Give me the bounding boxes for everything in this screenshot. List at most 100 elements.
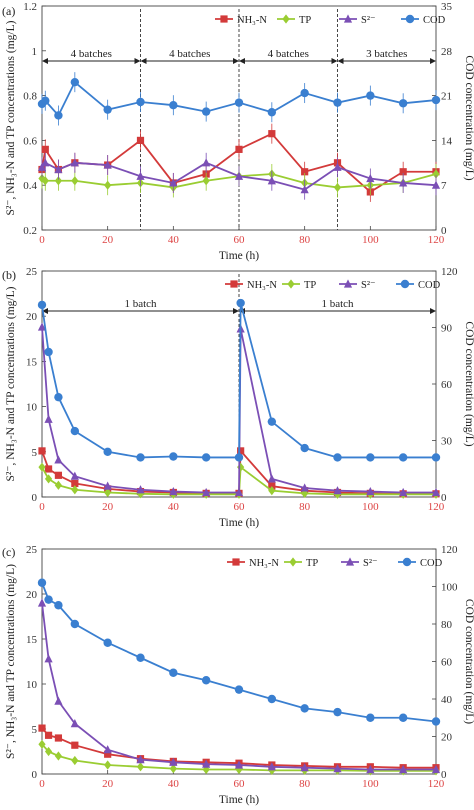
data-point — [432, 169, 440, 179]
y-tick-label: 0.4 — [23, 180, 37, 192]
series-line — [41, 582, 437, 723]
data-point — [104, 750, 112, 758]
data-point — [301, 488, 309, 498]
data-point — [44, 595, 53, 604]
data-point — [267, 694, 277, 704]
y2-tick-label: 90 — [441, 323, 453, 335]
data-point — [70, 719, 79, 728]
data-point — [333, 764, 342, 773]
data-point — [37, 322, 47, 331]
y-tick-label: 1 — [32, 46, 38, 58]
data-point — [431, 717, 441, 726]
data-point — [70, 426, 80, 436]
data-point — [38, 447, 46, 455]
data-point — [333, 162, 342, 171]
data-point — [136, 485, 145, 494]
data-point — [333, 98, 342, 107]
y2-tick-label: 60 — [441, 379, 453, 391]
y2-tick-label: 7 — [441, 180, 447, 192]
x-tick-label: 100 — [362, 778, 379, 790]
batch-label: 1 batch — [321, 298, 354, 310]
x-tick-label: 120 — [428, 501, 445, 513]
data-point — [54, 601, 63, 610]
x-tick-label: 40 — [168, 501, 180, 513]
data-point — [399, 168, 407, 176]
data-point — [201, 676, 211, 685]
data-point — [300, 185, 309, 194]
y2-tick-label: 120 — [441, 266, 458, 278]
data-point — [169, 486, 178, 496]
legend-label: NH₃-N — [247, 280, 277, 291]
data-point — [103, 638, 112, 647]
data-point — [267, 762, 276, 771]
x-axis-title: Time (h) — [219, 250, 259, 262]
legend-label: TP — [306, 558, 318, 569]
batch-arrowhead — [233, 58, 239, 64]
data-point — [169, 452, 178, 461]
legend-label: COD — [418, 280, 441, 291]
series-line — [41, 465, 436, 496]
legend-label: NH₃-N — [237, 15, 267, 26]
y2-tick-label: 60 — [441, 657, 453, 669]
y2-tick-label: 0 — [441, 225, 447, 237]
legend-marker — [282, 14, 290, 24]
data-point — [103, 481, 112, 490]
data-point — [201, 453, 211, 462]
data-point — [71, 741, 79, 749]
data-point — [136, 755, 145, 764]
data-point — [44, 731, 53, 739]
data-point — [103, 745, 112, 754]
data-point — [234, 98, 244, 107]
batch-label: 4 batches — [169, 48, 210, 60]
batch-arrowhead — [239, 58, 245, 64]
batch-arrowhead — [42, 58, 48, 64]
batch-label: 4 batches — [71, 48, 112, 60]
data-point — [136, 97, 145, 107]
y-tick-label: 25 — [26, 266, 38, 278]
data-point — [236, 298, 245, 308]
data-point — [300, 483, 309, 492]
plot-frame — [41, 548, 437, 775]
data-point — [202, 158, 211, 167]
data-point — [54, 751, 63, 761]
y-tick-label: 15 — [26, 634, 38, 646]
data-point — [44, 746, 53, 757]
x-tick-label: 60 — [234, 778, 246, 790]
data-point — [54, 480, 63, 490]
x-tick-label: 120 — [428, 778, 445, 790]
data-point — [202, 176, 210, 186]
data-point — [136, 171, 145, 180]
data-point — [237, 447, 245, 455]
data-point — [234, 453, 244, 462]
data-point — [44, 347, 53, 357]
batch-arrowhead — [337, 58, 344, 64]
data-point — [398, 453, 408, 462]
data-point — [234, 487, 244, 497]
data-point — [333, 486, 342, 495]
data-point — [234, 171, 244, 180]
x-tick-label: 80 — [299, 778, 311, 790]
y-axis-title: S²⁻, NH₃-N and TP concentrations (mg/L) — [5, 286, 17, 481]
data-point — [37, 598, 47, 607]
data-point — [267, 474, 276, 483]
data-point — [169, 668, 178, 677]
data-point — [169, 757, 178, 766]
x-axis-title: Time (h) — [219, 794, 259, 806]
panel-b: (b)0 20 40 60 80 100 12005101520250306090120Ti… — [2, 266, 474, 529]
batch-arrowhead — [233, 308, 239, 314]
y2-tick-label: 0 — [441, 769, 447, 781]
y-tick-label: 0.8 — [23, 91, 37, 103]
batch-arrowhead — [430, 308, 436, 314]
x-tick-label: 100 — [362, 501, 379, 513]
y2-tick-label: 35 — [441, 1, 453, 13]
y-tick-label: 0.6 — [23, 135, 37, 147]
legend-label: TP — [299, 15, 311, 26]
data-point — [268, 130, 276, 138]
legend-marker — [345, 557, 355, 566]
series-line — [41, 326, 436, 494]
x-tick-label: 80 — [299, 501, 311, 513]
data-point — [234, 760, 244, 769]
data-point — [54, 111, 63, 120]
data-point — [41, 145, 49, 153]
